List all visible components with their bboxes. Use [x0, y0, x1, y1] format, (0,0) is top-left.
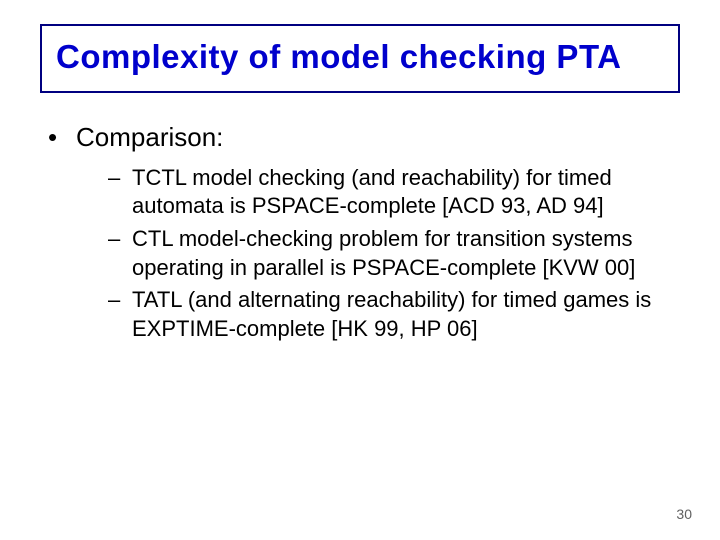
page-number: 30: [676, 506, 692, 522]
sub-bullet-text: CTL model-checking problem for transitio…: [132, 225, 672, 282]
sub-bullet: – CTL model-checking problem for transit…: [108, 225, 672, 282]
bullet-level1-text: Comparison:: [76, 121, 223, 154]
dash-icon: –: [108, 225, 132, 254]
sub-bullet-list: – TCTL model checking (and reachability)…: [48, 164, 672, 344]
dash-icon: –: [108, 286, 132, 315]
sub-bullet: – TATL (and alternating reachability) fo…: [108, 286, 672, 343]
bullet-dot-icon: •: [48, 121, 76, 152]
title-box: Complexity of model checking PTA: [40, 24, 680, 93]
sub-bullet: – TCTL model checking (and reachability)…: [108, 164, 672, 221]
slide-title: Complexity of model checking PTA: [56, 36, 664, 77]
sub-bullet-text: TCTL model checking (and reachability) f…: [132, 164, 672, 221]
dash-icon: –: [108, 164, 132, 193]
slide-body: • Comparison: – TCTL model checking (and…: [40, 121, 680, 343]
slide: Complexity of model checking PTA • Compa…: [0, 0, 720, 540]
bullet-level1: • Comparison:: [48, 121, 672, 154]
sub-bullet-text: TATL (and alternating reachability) for …: [132, 286, 672, 343]
